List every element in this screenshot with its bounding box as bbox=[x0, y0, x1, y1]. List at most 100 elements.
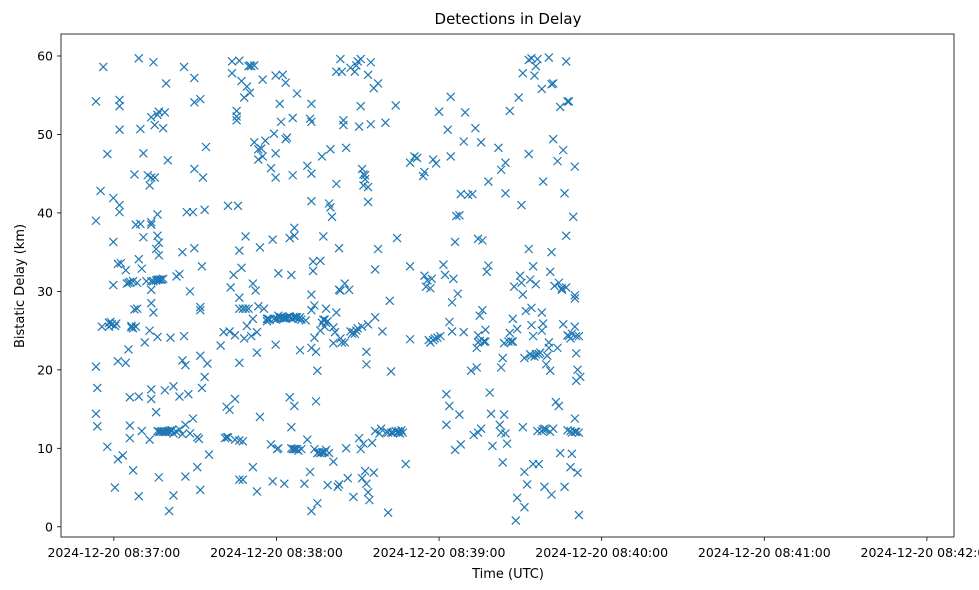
data-point bbox=[146, 112, 156, 122]
data-point bbox=[234, 56, 244, 66]
data-point bbox=[535, 348, 545, 358]
data-point bbox=[344, 285, 354, 295]
data-point bbox=[309, 333, 319, 343]
data-point bbox=[531, 61, 541, 71]
data-point bbox=[328, 457, 338, 467]
data-point bbox=[446, 151, 456, 161]
data-point bbox=[132, 278, 142, 288]
data-point bbox=[238, 436, 248, 446]
data-point bbox=[108, 237, 118, 247]
data-point bbox=[154, 250, 164, 260]
data-point bbox=[128, 465, 138, 475]
data-point bbox=[317, 447, 327, 457]
data-point bbox=[537, 308, 547, 317]
data-point bbox=[480, 337, 490, 347]
data-point bbox=[459, 327, 469, 337]
data-point bbox=[164, 506, 174, 516]
data-point bbox=[225, 326, 234, 336]
data-point bbox=[550, 281, 559, 291]
y-axis-ticks: 0 10 20 30 40 50 60 bbox=[37, 48, 61, 534]
data-point bbox=[222, 432, 232, 442]
x-tick-label: 2024-12-20 08:40:00 bbox=[535, 545, 668, 560]
data-point bbox=[483, 177, 493, 186]
data-point bbox=[113, 259, 123, 269]
data-point bbox=[335, 286, 345, 296]
data-point bbox=[561, 283, 571, 292]
data-point bbox=[338, 120, 348, 130]
data-point bbox=[341, 143, 351, 153]
data-point bbox=[292, 89, 302, 99]
data-point bbox=[229, 270, 239, 280]
data-point bbox=[561, 231, 571, 241]
data-point bbox=[555, 448, 565, 458]
data-point bbox=[555, 102, 565, 112]
data-point bbox=[271, 148, 281, 158]
data-point bbox=[177, 429, 187, 439]
data-point bbox=[441, 420, 451, 430]
data-point bbox=[115, 125, 124, 135]
data-point bbox=[223, 432, 233, 442]
data-point bbox=[262, 314, 272, 324]
data-point bbox=[244, 304, 253, 314]
data-point bbox=[188, 414, 198, 423]
data-point bbox=[273, 268, 283, 278]
data-point bbox=[545, 366, 555, 376]
data-point bbox=[405, 334, 415, 344]
data-point bbox=[195, 485, 205, 495]
data-point bbox=[97, 322, 107, 332]
data-point bbox=[140, 337, 150, 347]
data-point bbox=[246, 61, 256, 71]
data-point bbox=[135, 219, 145, 229]
data-point bbox=[146, 217, 156, 227]
data-point bbox=[234, 293, 244, 303]
data-point bbox=[520, 353, 529, 363]
data-point bbox=[318, 232, 328, 241]
y-tick-label: 0 bbox=[45, 519, 53, 534]
data-point bbox=[189, 73, 199, 83]
data-point bbox=[488, 441, 497, 451]
data-point bbox=[357, 473, 367, 483]
data-point bbox=[427, 274, 437, 284]
data-point bbox=[289, 231, 299, 241]
data-point bbox=[369, 468, 379, 478]
data-point bbox=[113, 356, 123, 366]
data-point bbox=[223, 201, 233, 211]
data-point bbox=[553, 343, 562, 353]
data-point bbox=[391, 100, 401, 110]
data-point bbox=[514, 93, 524, 102]
data-point bbox=[362, 479, 371, 489]
data-point bbox=[276, 117, 286, 127]
data-point bbox=[195, 305, 205, 315]
data-point bbox=[234, 246, 244, 256]
data-point bbox=[179, 331, 189, 341]
data-point bbox=[363, 70, 373, 80]
data-point bbox=[279, 479, 289, 489]
data-point bbox=[335, 54, 345, 64]
data-point bbox=[573, 468, 582, 478]
data-point bbox=[134, 254, 144, 264]
data-point bbox=[295, 312, 305, 322]
data-point bbox=[266, 439, 276, 449]
data-point bbox=[428, 155, 438, 164]
data-point bbox=[425, 283, 435, 293]
data-point bbox=[435, 331, 445, 341]
x-tick-label: 2024-12-20 08:38:00 bbox=[210, 545, 343, 560]
data-point bbox=[183, 389, 193, 399]
data-point bbox=[189, 243, 199, 253]
data-point bbox=[169, 381, 178, 391]
data-point bbox=[334, 243, 344, 253]
data-point bbox=[508, 337, 518, 347]
data-point bbox=[574, 331, 584, 341]
data-point bbox=[363, 319, 373, 329]
data-point bbox=[306, 305, 316, 315]
data-point bbox=[459, 137, 469, 146]
data-point bbox=[375, 428, 384, 438]
data-point bbox=[182, 207, 192, 217]
data-point bbox=[574, 428, 584, 438]
data-point bbox=[102, 442, 112, 452]
data-point bbox=[252, 348, 262, 358]
data-point bbox=[134, 53, 144, 63]
data-point bbox=[163, 155, 173, 165]
data-point bbox=[145, 326, 155, 336]
data-point bbox=[545, 267, 555, 277]
